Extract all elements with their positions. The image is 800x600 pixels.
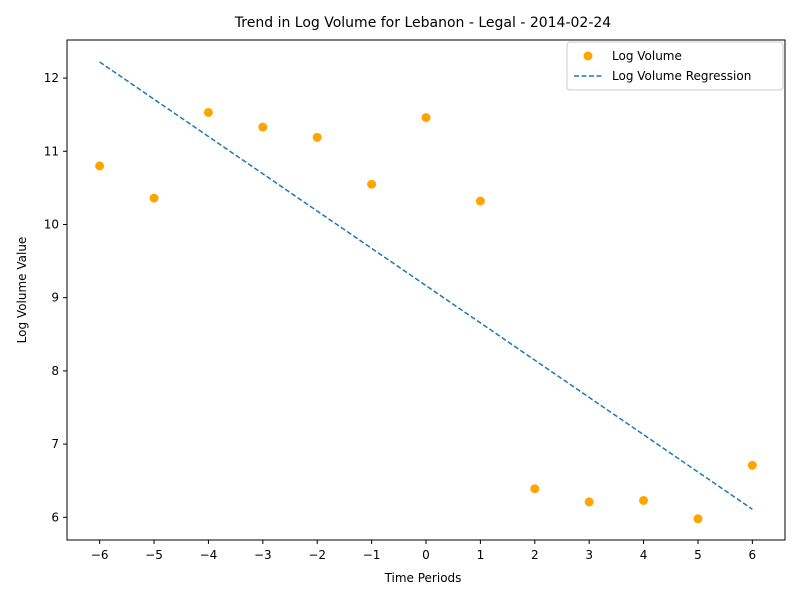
x-tick-label: 0 [422,548,430,562]
x-tick-label: 4 [640,548,648,562]
legend: Log Volume Log Volume Regression [566,41,784,91]
x-tick-label: 6 [749,548,757,562]
x-tick-label: −4 [200,548,218,562]
scatter-point [421,113,431,123]
legend-box [566,41,784,91]
regression-line [99,61,753,510]
x-tick-label: −1 [363,548,381,562]
scatter-point [258,122,268,132]
scatter-point [95,161,105,171]
chart-title: Trend in Log Volume for Lebanon - Legal … [234,15,611,31]
y-tick-label: 12 [44,71,59,85]
x-tick-label: 5 [694,548,702,562]
scatter-point [530,484,540,494]
scatter-point [203,107,213,117]
y-tick-label: 8 [51,364,59,378]
x-tick-label: 3 [585,548,593,562]
x-tick-label: 1 [477,548,485,562]
y-tick-label: 9 [51,291,59,305]
scatter-point [693,514,703,524]
scatter-point [639,495,649,505]
plot-area [66,39,786,541]
legend-label-scatter: Log Volume [612,49,682,63]
scatter-point [747,460,757,470]
scatter-point [584,497,594,507]
y-axis-label: Log Volume Value [15,237,29,344]
scatter-point [475,196,485,206]
legend-label-regression: Log Volume Regression [612,69,751,83]
x-tick-label: 2 [531,548,539,562]
y-tick-label: 7 [51,437,59,451]
x-tick-label: −3 [254,548,272,562]
y-tick-label: 11 [44,144,59,158]
scatter-point [312,132,322,142]
legend-marker-scatter [583,51,593,61]
scatter-point [367,179,377,189]
x-tick-label: −6 [91,548,109,562]
y-axis: 6 7 8 9 10 11 12 [44,71,67,524]
x-tick-label: −5 [145,548,163,562]
y-tick-label: 6 [51,510,59,524]
x-axis-label: Time Periods [384,571,462,585]
y-tick-label: 10 [44,217,59,231]
x-tick-label: −2 [308,548,326,562]
series-layer [95,61,757,524]
x-axis: −6 −5 −4 −3 −2 −1 0 1 2 3 4 5 6 [91,540,756,562]
scatter-point [149,193,159,203]
